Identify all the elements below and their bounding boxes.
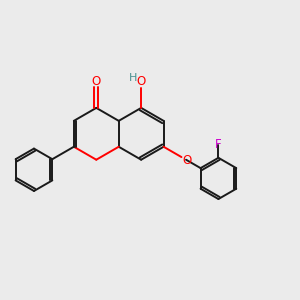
Text: O: O	[92, 75, 101, 88]
Text: O: O	[136, 75, 146, 88]
Text: F: F	[215, 138, 222, 151]
Text: O: O	[182, 154, 192, 167]
Text: H: H	[129, 74, 137, 83]
